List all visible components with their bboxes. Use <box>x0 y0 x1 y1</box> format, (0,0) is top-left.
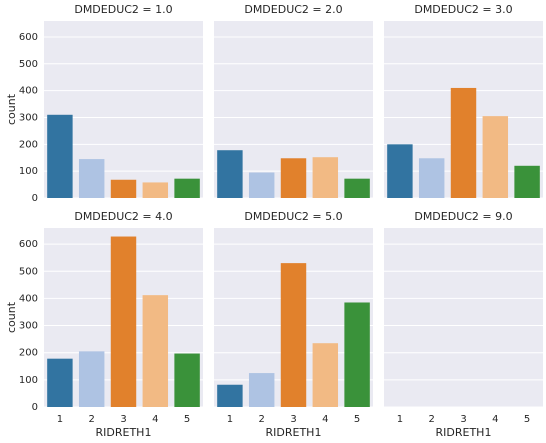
panel-title: DMDEDUC2 = 4.0 <box>74 210 172 223</box>
x-tick-label: 2 <box>259 414 265 425</box>
x-tick-label: 2 <box>89 414 95 425</box>
x-tick-label: 4 <box>152 414 158 425</box>
panel-title: DMDEDUC2 = 5.0 <box>244 210 342 223</box>
bar <box>47 114 73 198</box>
x-tick-label: 3 <box>120 414 126 425</box>
bar <box>217 150 243 198</box>
x-tick-label: 5 <box>524 414 530 425</box>
y-tick-label: 600 <box>19 32 38 43</box>
y-tick-label: 500 <box>19 59 38 70</box>
y-tick-label: 0 <box>32 402 38 413</box>
x-tick-label: 1 <box>227 414 233 425</box>
bar <box>280 158 307 198</box>
bar <box>47 358 73 407</box>
bar <box>418 158 445 198</box>
y-tick-label: 200 <box>19 348 38 359</box>
panel-background <box>384 228 543 407</box>
x-tick-label: 4 <box>492 414 498 425</box>
y-tick-label: 400 <box>19 293 38 304</box>
x-tick-label: 2 <box>429 414 435 425</box>
y-tick-label: 200 <box>19 139 38 150</box>
bar <box>344 178 370 198</box>
bar <box>110 236 137 407</box>
y-tick-label: 300 <box>19 321 38 332</box>
bar <box>217 384 243 407</box>
y-tick-label: 300 <box>19 112 38 123</box>
panel-title: DMDEDUC2 = 1.0 <box>74 3 172 16</box>
bar <box>312 343 339 407</box>
y-tick-label: 500 <box>19 266 38 277</box>
bar <box>280 263 307 407</box>
bar <box>78 159 105 198</box>
bar <box>450 87 477 198</box>
y-tick-label: 0 <box>32 193 38 204</box>
x-tick-label: 4 <box>322 414 328 425</box>
x-tick-label: 3 <box>290 414 296 425</box>
y-axis-label: count <box>5 93 18 125</box>
bar <box>248 373 275 407</box>
y-tick-label: 100 <box>19 375 38 386</box>
x-axis-label: RIDRETH1 <box>436 426 492 439</box>
x-axis-label: RIDRETH1 <box>96 426 152 439</box>
bar <box>344 302 370 407</box>
panel-title: DMDEDUC2 = 3.0 <box>414 3 512 16</box>
bar <box>482 116 509 198</box>
bar <box>78 351 105 407</box>
x-axis-label: RIDRETH1 <box>266 426 322 439</box>
y-axis-label: count <box>5 301 18 333</box>
y-tick-label: 400 <box>19 86 38 97</box>
bar <box>387 144 413 198</box>
x-tick-label: 1 <box>57 414 63 425</box>
x-tick-label: 3 <box>460 414 466 425</box>
bar <box>142 295 169 407</box>
y-tick-label: 100 <box>19 166 38 177</box>
bar <box>248 172 275 198</box>
bar <box>174 178 200 198</box>
bar <box>142 182 169 198</box>
bar <box>514 165 540 198</box>
bar <box>174 353 200 407</box>
y-tick-label: 600 <box>19 239 38 250</box>
x-tick-label: 5 <box>354 414 360 425</box>
bar <box>312 157 339 198</box>
x-tick-label: 5 <box>184 414 190 425</box>
x-tick-label: 1 <box>397 414 403 425</box>
panel-title: DMDEDUC2 = 9.0 <box>414 210 512 223</box>
bar <box>110 179 137 198</box>
panel-title: DMDEDUC2 = 2.0 <box>244 3 342 16</box>
